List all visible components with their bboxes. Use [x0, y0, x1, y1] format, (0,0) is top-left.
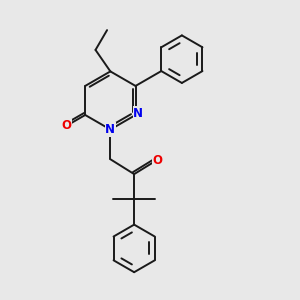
- Text: O: O: [61, 119, 72, 132]
- Text: N: N: [105, 123, 116, 136]
- Text: O: O: [152, 154, 162, 167]
- Text: N: N: [133, 107, 143, 120]
